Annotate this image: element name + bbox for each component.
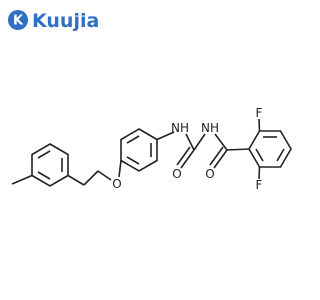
- logo-icon-letter: K: [13, 14, 24, 29]
- atom-label: NH: [171, 121, 189, 135]
- bond: [97, 170, 112, 181]
- logo-icon: [8, 10, 28, 30]
- atom-labels: F F NH NH O O O: [112, 106, 262, 192]
- bond: [126, 156, 140, 165]
- bond: [255, 148, 264, 162]
- atom-label: F: [256, 178, 263, 192]
- bond: [258, 118, 261, 132]
- logo: K Kuujia: [8, 10, 99, 32]
- bond: [67, 174, 85, 186]
- atom-label: NH: [201, 121, 219, 135]
- bond: [214, 133, 228, 151]
- logo-text: Kuujia: [32, 10, 99, 32]
- bond: [126, 135, 140, 144]
- bond: [209, 146, 224, 166]
- bond: [37, 171, 51, 180]
- atom-label: O: [172, 167, 181, 181]
- bond: [83, 170, 99, 186]
- atom-label: O: [112, 177, 121, 191]
- bonds: [11, 118, 292, 187]
- bond: [118, 160, 122, 178]
- bond: [185, 133, 195, 151]
- atom-label: O: [205, 167, 214, 181]
- ring: [31, 143, 69, 187]
- diagram: K Kuujia F: [8, 10, 292, 192]
- bond: [11, 174, 33, 185]
- bond: [226, 148, 250, 151]
- bond: [193, 133, 206, 151]
- bond: [180, 149, 195, 169]
- bond: [276, 148, 285, 162]
- bond: [176, 146, 191, 166]
- bond: [37, 150, 51, 159]
- ring: [120, 128, 158, 172]
- bond: [156, 131, 175, 141]
- bond: [258, 166, 261, 180]
- bond: [213, 149, 228, 169]
- atom-label: F: [256, 106, 263, 120]
